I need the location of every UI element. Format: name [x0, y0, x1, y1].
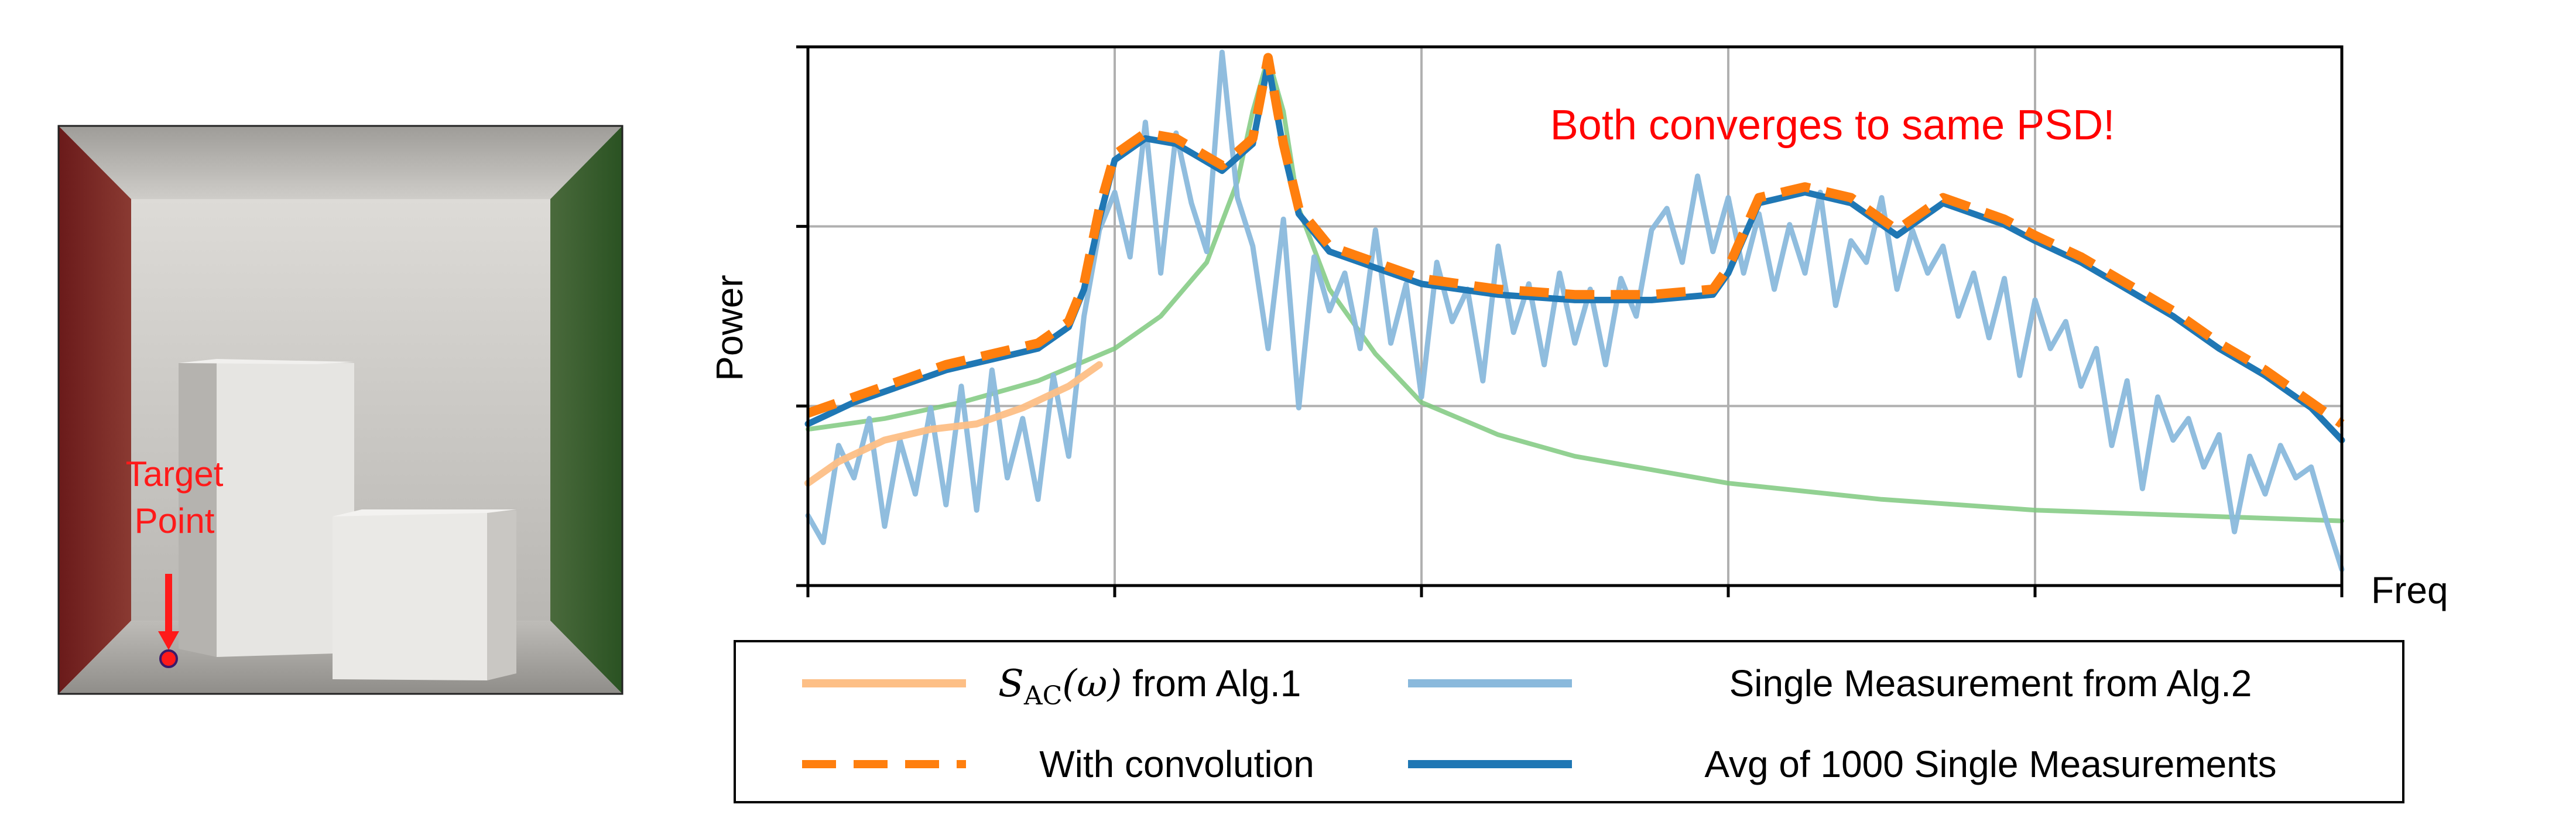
grid: [808, 47, 2342, 586]
legend-entry-convolution: With convolution: [1039, 743, 1314, 785]
target-arrow-head: [158, 631, 179, 650]
legend: SAC(ω) from Alg.1 Single Measurement fro…: [734, 640, 2404, 803]
series-single-measurement: [805, 49, 2345, 572]
short-box-side: [487, 511, 516, 680]
plot-frame: [806, 45, 2344, 587]
legend-sac-suffix: from Alg.1: [1122, 662, 1301, 704]
target-label-line1: Target: [126, 454, 224, 494]
short-box: [333, 509, 516, 680]
short-box-top: [333, 509, 516, 516]
series-sac-alg1: [804, 361, 1103, 487]
ticks: [796, 45, 2344, 597]
cornell-box-scene: Target Point: [57, 125, 624, 695]
short-box-front: [333, 512, 487, 680]
legend-sac-symbol: S: [998, 662, 1024, 706]
tall-box-side: [179, 360, 217, 657]
target-label-line2: Point: [135, 501, 215, 540]
legend-sac-arg: (ω): [1062, 662, 1122, 706]
left-wall: [59, 126, 131, 694]
x-axis-label: Freq: [2371, 569, 2448, 611]
target-point-marker: [159, 649, 178, 668]
tall-box-top: [179, 359, 354, 364]
ceiling: [59, 126, 622, 199]
tall-box-front: [217, 360, 354, 657]
legend-sac-subscript: AC: [1023, 681, 1062, 711]
right-wall: [550, 126, 622, 694]
legend-entry-avg: Avg of 1000 Single Measurements: [1704, 743, 2276, 785]
room-frame: [57, 125, 624, 695]
legend-entry-single: Single Measurement from Alg.2: [1729, 662, 2252, 704]
legend-frame: [734, 640, 2404, 803]
tall-box: [179, 359, 354, 657]
chart-annotation: Both converges to same PSD!: [1550, 102, 2115, 149]
y-axis-label: Power: [708, 275, 751, 381]
series-layer: [804, 49, 2345, 572]
legend-entry-sac: SAC(ω) from Alg.1: [998, 662, 1301, 711]
series-with-convolution: [806, 53, 2345, 428]
